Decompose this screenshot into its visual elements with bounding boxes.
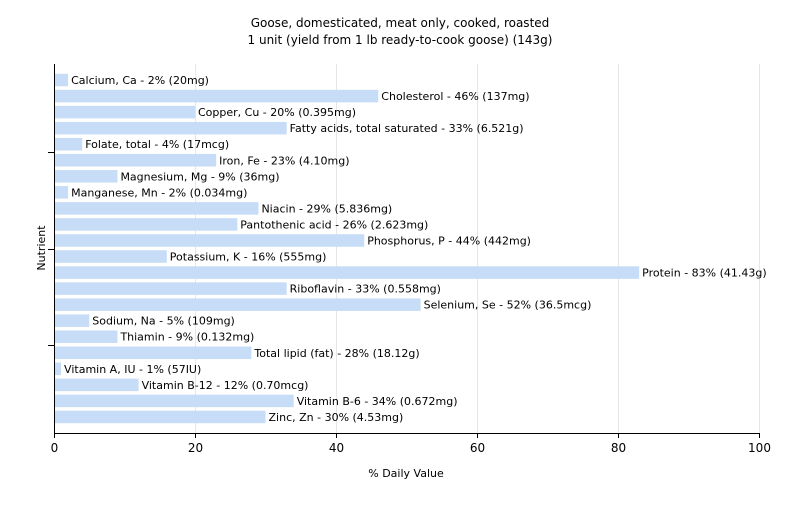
x-tick-label: 60 bbox=[470, 441, 485, 455]
bar-label-phosphorus-p: Phosphorus, P - 44% (442mg) bbox=[367, 234, 531, 247]
bar-label-riboflavin: Riboflavin - 33% (0.558mg) bbox=[290, 283, 441, 296]
bar-folate-total bbox=[54, 137, 83, 151]
y-axis-title: Nutrient bbox=[35, 225, 48, 271]
bar-iron-fe bbox=[54, 154, 217, 167]
bar-fatty-acids-total-saturated bbox=[54, 121, 287, 135]
bar-label-manganese-mn: Manganese, Mn - 2% (0.034mg) bbox=[71, 186, 247, 199]
bar-label-zinc-zn: Zinc, Zn - 30% (4.53mg) bbox=[269, 411, 404, 424]
bar-sodium-na bbox=[54, 314, 90, 327]
bar-label-pantothenic-acid: Pantothenic acid - 26% (2.623mg) bbox=[240, 218, 428, 231]
bar-total-lipid-fat bbox=[54, 346, 252, 360]
bar-label-total-lipid-fat: Total lipid (fat) - 28% (18.12g) bbox=[253, 347, 419, 360]
bar-potassium-k bbox=[54, 250, 167, 263]
bar-manganese-mn bbox=[54, 186, 69, 199]
bar-riboflavin bbox=[54, 282, 287, 295]
bar-magnesium-mg bbox=[54, 170, 118, 183]
x-axis-title: % Daily Value bbox=[368, 467, 444, 480]
bar-cholesterol bbox=[54, 89, 379, 103]
chart-title: Goose, domesticated, meat only, cooked, … bbox=[251, 16, 550, 30]
bar-pantothenic-acid bbox=[54, 218, 238, 231]
x-tick-label: 20 bbox=[188, 441, 203, 455]
bar-selenium-se bbox=[54, 298, 421, 311]
bar-label-fatty-acids-total-saturated: Fatty acids, total saturated - 33% (6.52… bbox=[290, 122, 524, 135]
bar-label-copper-cu: Copper, Cu - 20% (0.395mg) bbox=[198, 106, 356, 119]
x-tick-label: 100 bbox=[748, 441, 771, 455]
bar-label-selenium-se: Selenium, Se - 52% (36.5mcg) bbox=[424, 299, 592, 312]
bar-protein bbox=[54, 266, 640, 279]
bar-label-potassium-k: Potassium, K - 16% (555mg) bbox=[170, 251, 327, 264]
chart-subtitle: 1 unit (yield from 1 lb ready-to-cook go… bbox=[248, 33, 553, 47]
bars: Calcium, Ca - 2% (20mg) Cholesterol - 46%… bbox=[54, 73, 767, 424]
axes: 0 20 40 60 80 100 bbox=[48, 64, 771, 455]
x-tick-label: 40 bbox=[329, 441, 344, 455]
x-tick-label: 80 bbox=[611, 441, 626, 455]
bar-label-cholesterol: Cholesterol - 46% (137mg) bbox=[381, 90, 529, 103]
bar-zinc-zn bbox=[54, 410, 266, 424]
bar-calcium-ca bbox=[54, 73, 69, 87]
bar-phosphorus-p bbox=[54, 234, 365, 247]
bar-label-folate-total: Folate, total - 4% (17mcg) bbox=[85, 138, 229, 151]
bar-label-magnesium-mg: Magnesium, Mg - 9% (36mg) bbox=[120, 170, 279, 183]
x-tick-label: 0 bbox=[51, 441, 59, 455]
bar-niacin bbox=[54, 202, 259, 215]
bar-label-protein: Protein - 83% (41.43g) bbox=[642, 267, 767, 280]
bar-thiamin bbox=[54, 330, 118, 343]
bar-label-thiamin: Thiamin - 9% (0.132mg) bbox=[119, 331, 254, 344]
bar-label-vitamin-b-6: Vitamin B-6 - 34% (0.672mg) bbox=[297, 395, 458, 408]
bar-label-iron-fe: Iron, Fe - 23% (4.10mg) bbox=[219, 154, 349, 167]
bar-label-vitamin-b-12: Vitamin B-12 - 12% (0.70mcg) bbox=[142, 379, 309, 392]
bar-label-calcium-ca: Calcium, Ca - 2% (20mg) bbox=[71, 74, 209, 87]
bar-copper-cu bbox=[54, 105, 195, 119]
bar-label-niacin: Niacin - 29% (5.836mg) bbox=[261, 202, 392, 215]
bar-vitamin-b-6 bbox=[54, 394, 294, 408]
bar-vitamin-a-iu bbox=[54, 362, 62, 376]
bar-vitamin-b-12 bbox=[54, 378, 139, 392]
bar-label-vitamin-a-iu: Vitamin A, IU - 1% (57IU) bbox=[64, 363, 201, 376]
bar-label-sodium-na: Sodium, Na - 5% (109mg) bbox=[92, 315, 235, 328]
